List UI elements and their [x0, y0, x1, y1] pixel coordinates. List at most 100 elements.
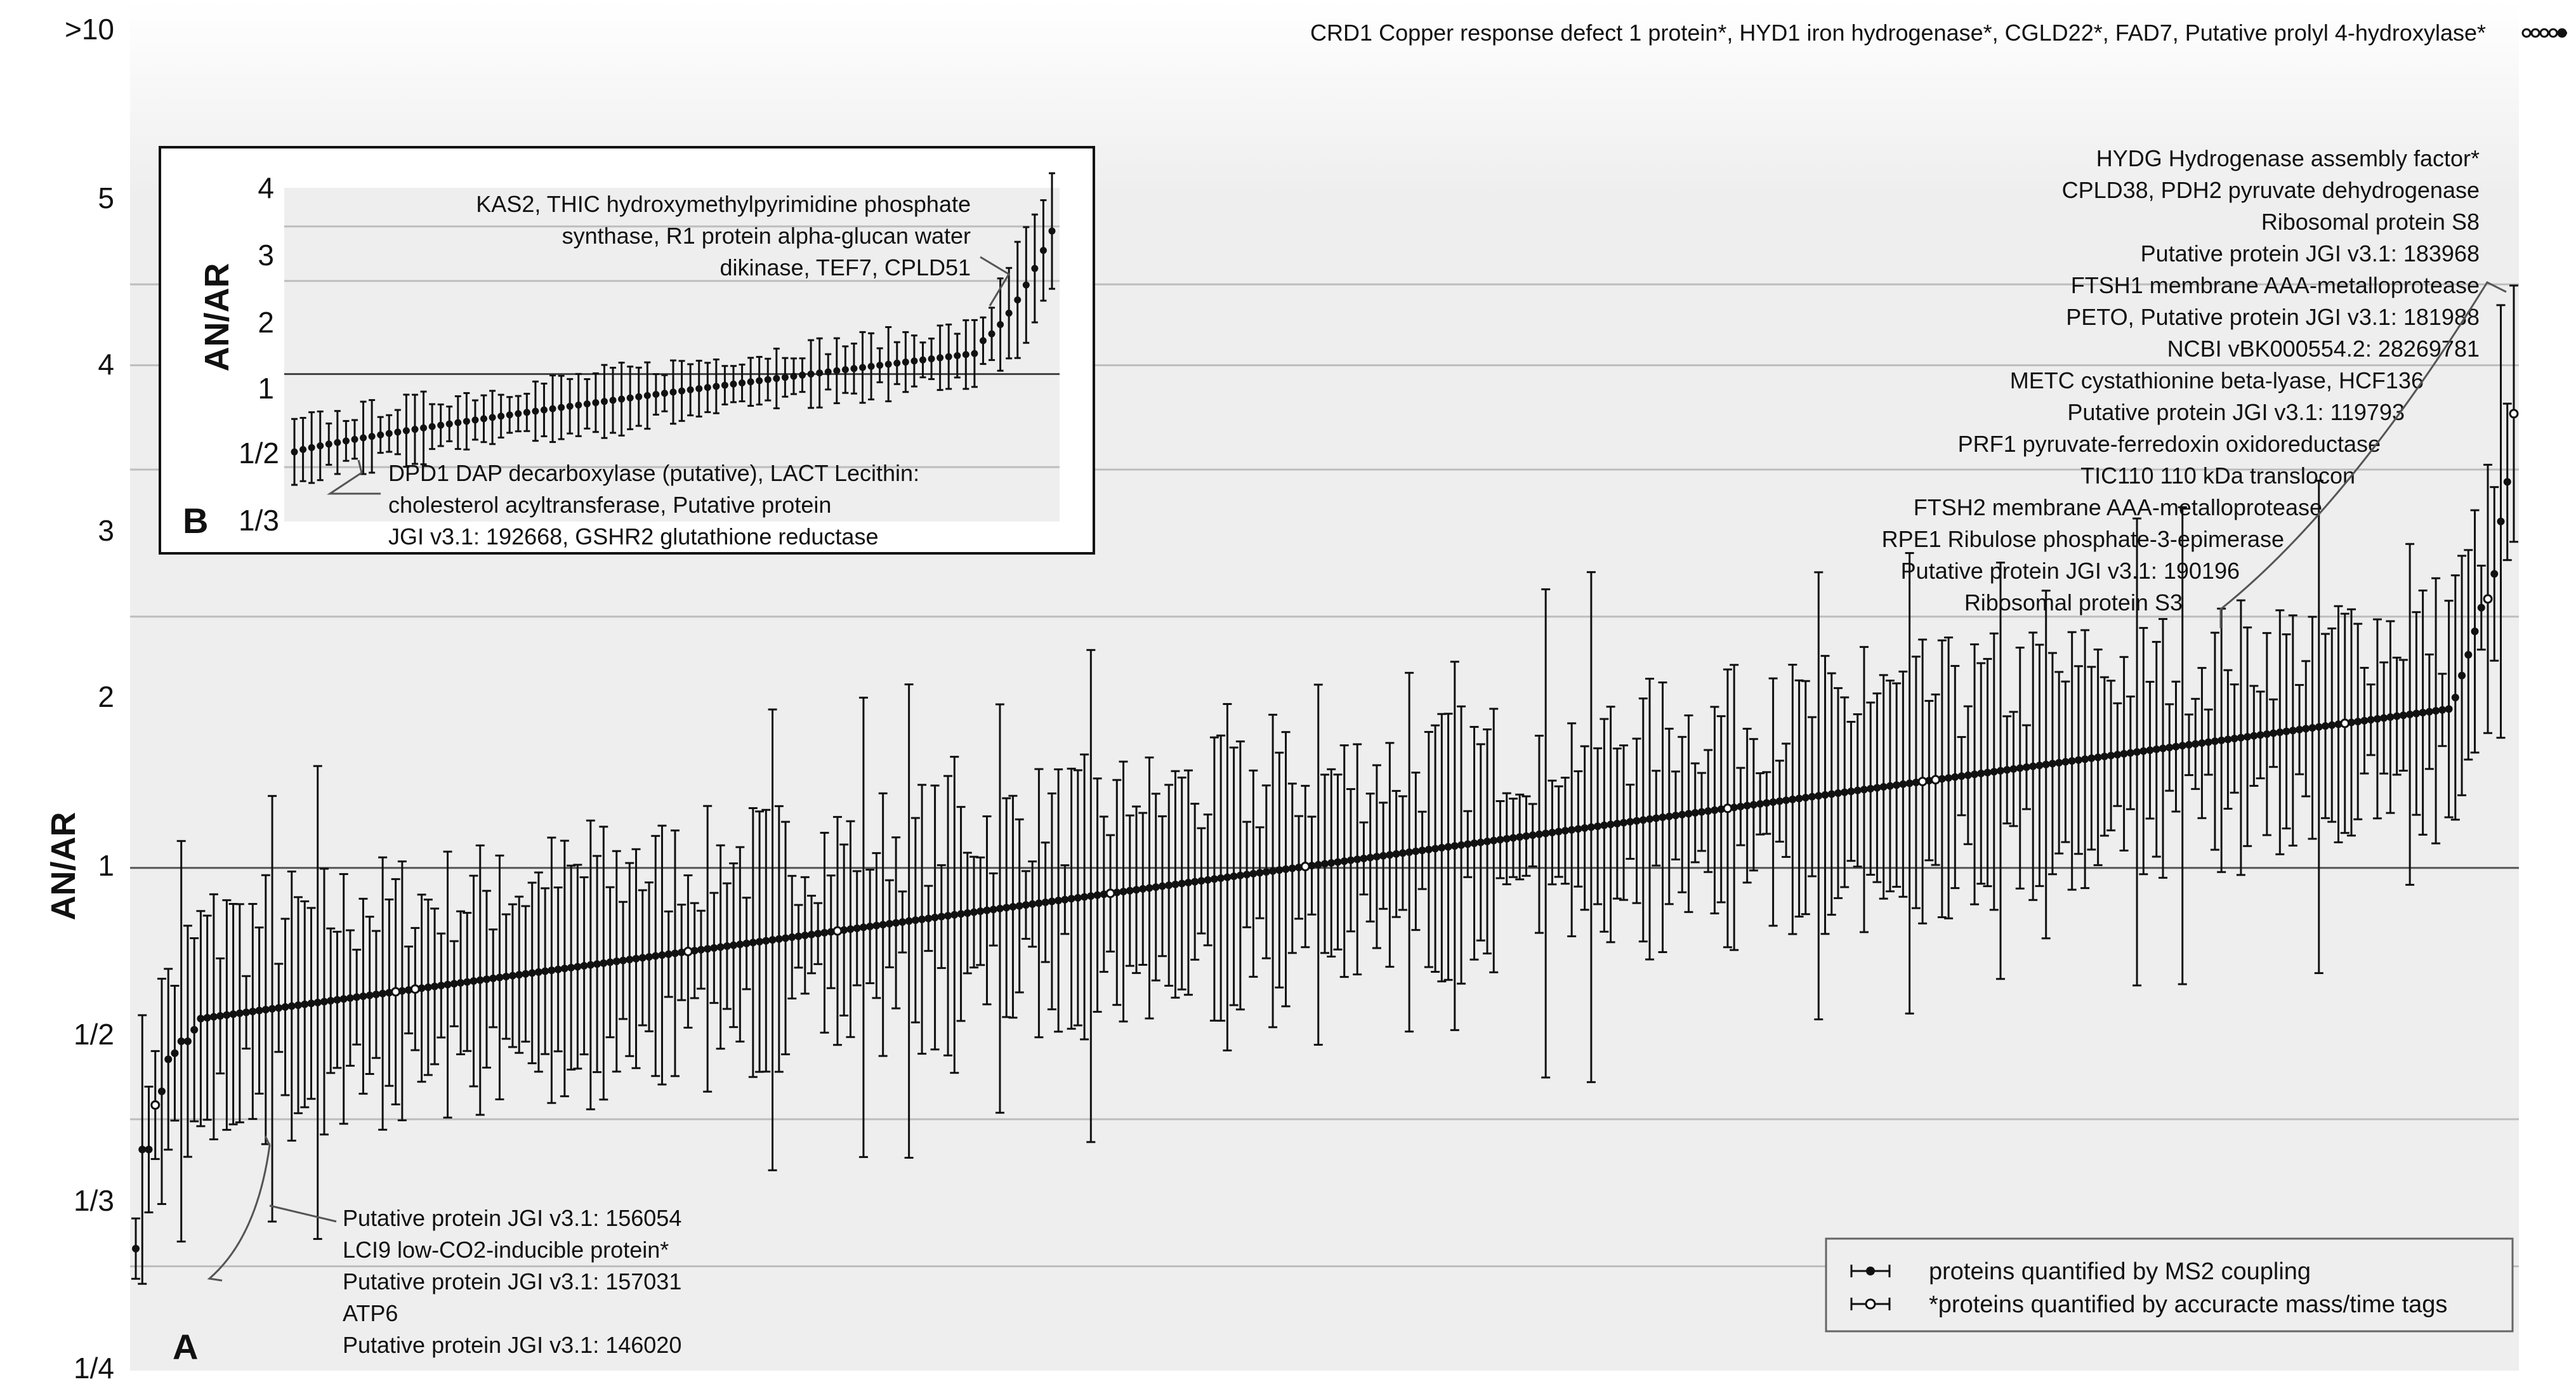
data-point [1736, 767, 1745, 846]
data-point [1944, 636, 1954, 919]
data-point [1521, 795, 1531, 877]
inset-data-point [687, 363, 694, 417]
data-point [872, 852, 881, 999]
data-point [456, 910, 466, 1056]
data-point [1015, 818, 1024, 994]
data-point [2152, 641, 2161, 858]
data-point [2165, 703, 2174, 792]
data-point [1249, 769, 1258, 978]
data-point [1704, 749, 1713, 873]
data-point [1060, 864, 1070, 935]
inset-y-tick-label: 3 [258, 239, 274, 272]
data-point [976, 856, 985, 966]
data-point [170, 984, 180, 1122]
data-point [1866, 701, 1876, 876]
data-point [2450, 574, 2460, 821]
data-point [1093, 777, 1102, 1013]
inset-data-point [979, 316, 987, 365]
inset-data-point [1039, 199, 1047, 302]
inset-data-point [721, 365, 728, 405]
data-point [1313, 683, 1323, 1046]
y-axis-title: AN/AR [44, 812, 82, 921]
inset-data-point [841, 345, 849, 394]
data-point [560, 840, 569, 1098]
data-point [489, 928, 498, 1029]
data-point [716, 844, 725, 1050]
inset-lower-annotation-line: JGI v3.1: 192668, GSHR2 glutathione redu… [388, 524, 878, 550]
data-point [1963, 705, 1973, 845]
data-point [1937, 639, 1947, 919]
data-point [884, 879, 894, 968]
data-point [2009, 711, 2018, 827]
data-point [638, 889, 647, 1027]
data-point [1307, 815, 1317, 916]
data-point [2353, 622, 2363, 820]
y-tick-label: 1 [98, 849, 114, 882]
y-tick-label: 3 [98, 514, 114, 547]
data-point [2093, 649, 2103, 866]
data-point [2035, 643, 2044, 887]
data-point [1586, 571, 1596, 1083]
inset-data-point [781, 357, 789, 398]
inset-data-point [471, 399, 479, 441]
data-point [846, 820, 855, 1038]
data-point [242, 975, 251, 1050]
inset-data-point [411, 393, 419, 465]
data-point [209, 893, 218, 1141]
legend-box [1825, 1237, 2514, 1333]
data-point [2113, 702, 2122, 807]
data-point [475, 844, 485, 1116]
data-point [709, 892, 719, 1004]
data-point [1041, 841, 1050, 963]
data-point [2431, 577, 2441, 845]
data-point [1658, 681, 1667, 953]
data-point [2159, 617, 2168, 879]
data-point [443, 850, 452, 1119]
data-point [1801, 680, 1810, 916]
data-point [190, 937, 199, 1123]
data-point [1223, 702, 1232, 1051]
data-point [2496, 304, 2506, 739]
data-point [1508, 798, 1518, 878]
high-annotation: PRF1 pyruvate-ferredoxin oxidoreductase [1958, 431, 2381, 457]
inset-data-point [437, 403, 445, 447]
data-point [1073, 769, 1082, 1027]
data-point [729, 862, 739, 1029]
data-point [950, 756, 959, 1074]
data-point [1541, 588, 1551, 1079]
data-point [1788, 664, 1797, 935]
data-point [1632, 737, 1641, 904]
data-point [2392, 656, 2402, 776]
data-point [202, 914, 212, 1121]
data-point [1235, 740, 1245, 1011]
data-point [683, 874, 693, 1029]
data-point [469, 874, 478, 1088]
inset-data-point [618, 361, 626, 437]
inset-data-point [308, 411, 315, 484]
panel-a-y-ticks: >10 5 4 3 2 1 1/2 1/3 1/4 [65, 13, 114, 1385]
data-point [1534, 734, 1544, 934]
data-point [2470, 509, 2480, 754]
data-point [1554, 785, 1563, 878]
data-point [807, 895, 817, 975]
inset-y-tick-label: 2 [258, 306, 274, 339]
data-point [228, 902, 238, 1126]
data-point [2132, 517, 2142, 987]
data-point [2106, 680, 2116, 832]
data-point [703, 805, 713, 1093]
data-point [963, 852, 972, 975]
data-point [2262, 632, 2271, 836]
data-point [619, 900, 628, 1020]
data-point [216, 957, 225, 1075]
data-point [794, 904, 803, 969]
data-point [1333, 774, 1343, 951]
data-point [2346, 608, 2356, 837]
data-point [2015, 647, 2025, 890]
data-point [612, 850, 621, 1073]
data-point [1664, 727, 1674, 905]
data-point [501, 913, 511, 1040]
data-point [2438, 673, 2447, 747]
y-tick-label: 5 [98, 181, 114, 214]
inset-lower-annotation-line: DPD1 DAP decarboxylase (putative), LACT … [388, 460, 919, 486]
